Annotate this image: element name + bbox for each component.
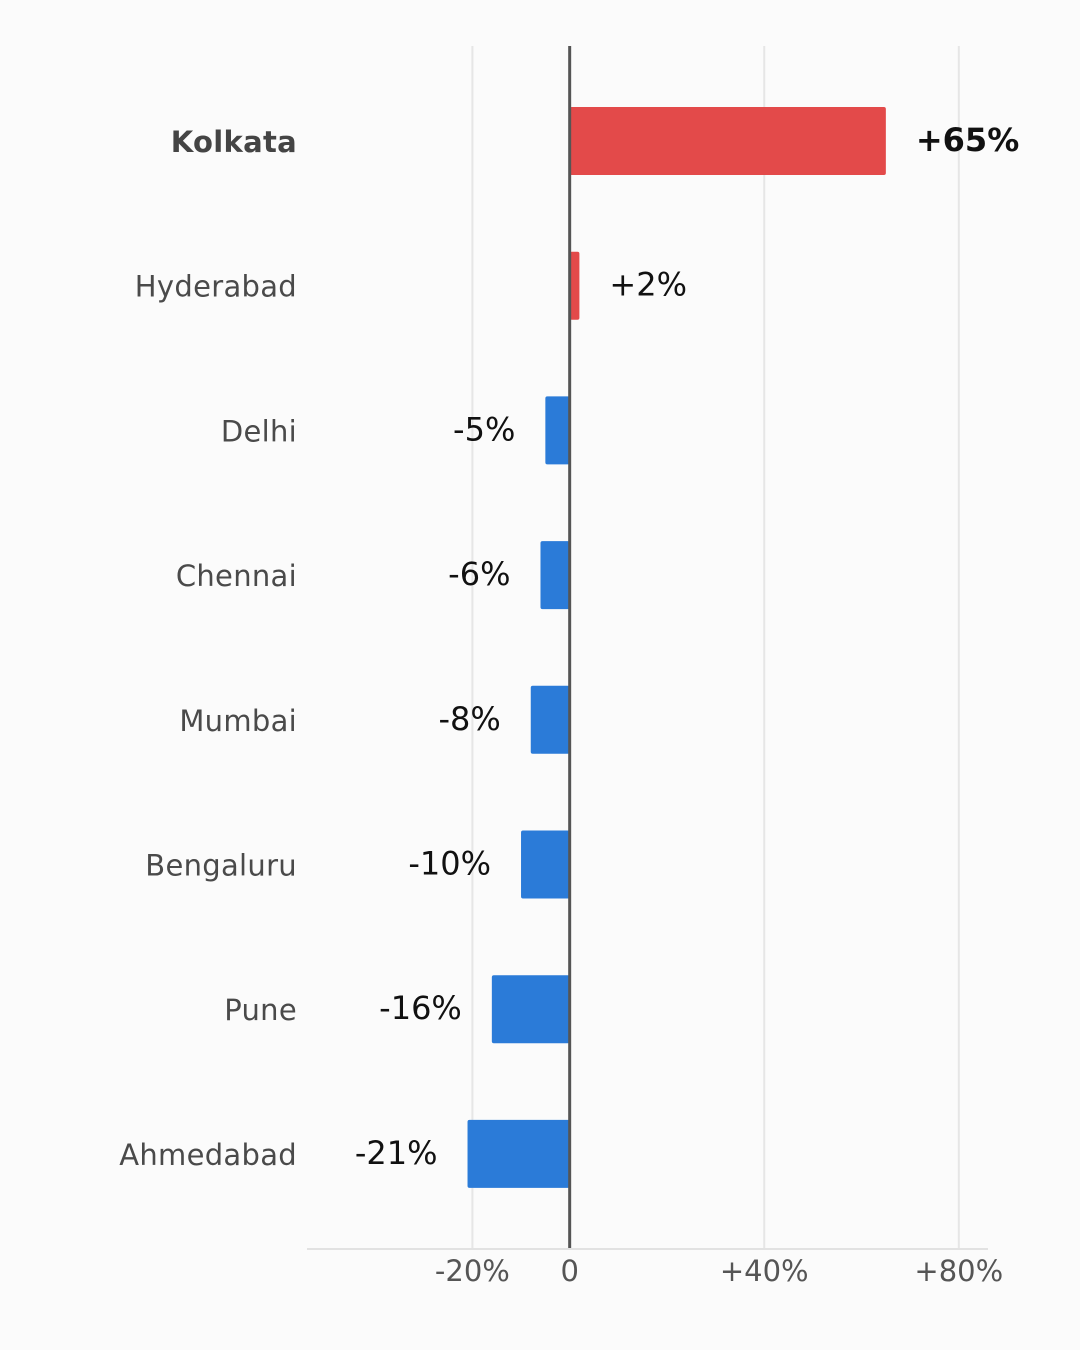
value-label: -8%	[438, 700, 500, 738]
value-label: -10%	[408, 845, 491, 883]
bar-hyderabad	[569, 251, 580, 320]
bar-kolkata	[569, 107, 886, 175]
x-tick-label: 0	[560, 1254, 578, 1288]
category-label: Delhi	[221, 414, 297, 448]
category-label: Pune	[224, 993, 297, 1027]
value-label: -5%	[453, 410, 515, 448]
value-label: -21%	[355, 1134, 438, 1172]
x-tick-label: +80%	[914, 1254, 1003, 1288]
category-label: Ahmedabad	[119, 1138, 297, 1172]
category-label: Mumbai	[179, 704, 297, 738]
axes	[307, 46, 988, 1250]
category-label: Chennai	[176, 559, 297, 593]
value-label: -16%	[379, 989, 462, 1027]
grid-lines	[471, 46, 960, 1249]
bar-bengaluru	[521, 830, 570, 899]
value-label: -6%	[448, 555, 510, 593]
labels: -20% 0 +40% +80% Kolkata +65% Hyderabad +2% Delh…	[119, 121, 1019, 1288]
value-label: +2%	[609, 266, 687, 304]
category-label: Hyderabad	[135, 270, 297, 304]
bar-ahmedabad	[467, 1119, 570, 1188]
bar-mumbai	[530, 685, 570, 754]
bars	[467, 107, 886, 1188]
bar-delhi	[545, 396, 570, 465]
value-label: +65%	[916, 121, 1019, 159]
category-label: Kolkata	[171, 125, 297, 159]
bar-pune	[491, 975, 570, 1044]
x-tick-label: +40%	[720, 1254, 809, 1288]
x-tick-label: -20%	[435, 1254, 510, 1288]
bar-chennai	[540, 541, 570, 610]
category-label: Bengaluru	[145, 849, 297, 883]
